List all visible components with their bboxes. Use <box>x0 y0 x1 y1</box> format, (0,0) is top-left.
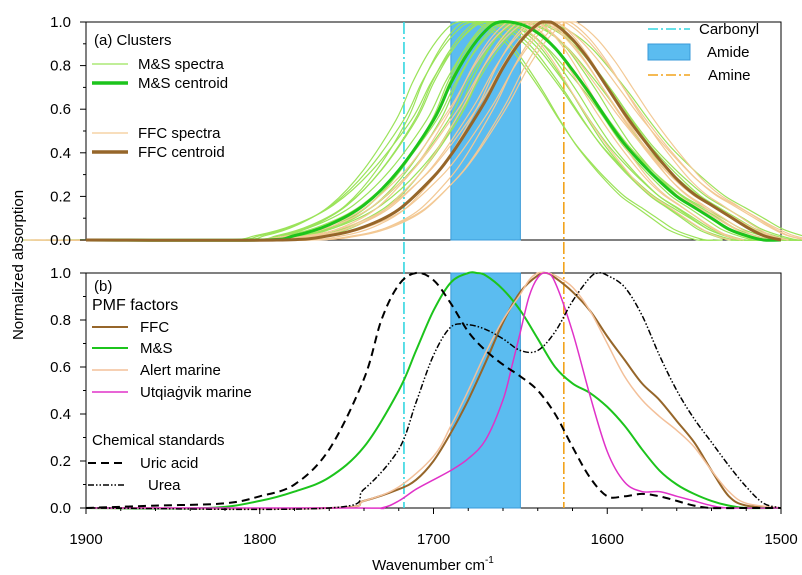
x-tick-label: 1600 <box>591 531 624 548</box>
panel-a-legend: M&S spectra M&S centroid FFC spectra FFC… <box>92 56 228 161</box>
panel-b-legend: PMF factors FFC M&S Alert marine Utqiaġv… <box>88 297 252 494</box>
legend-title-pmf-factors: PMF factors <box>92 297 178 314</box>
x-tick-label: 1700 <box>417 531 450 548</box>
m-s-series-line-panel-b <box>85 271 782 510</box>
ms-spectrum-line <box>68 21 764 241</box>
legend-label-amide: Amide <box>707 44 750 61</box>
panel-b-label: (b) <box>94 278 112 295</box>
panel-a-series <box>85 20 782 242</box>
legend-label-amine: Amine <box>708 67 751 84</box>
y-tick-label: 0.4 <box>50 406 71 423</box>
reference-markers <box>403 21 565 509</box>
y-tick-label: 0.6 <box>50 359 71 376</box>
ms-spectrum-line <box>45 21 762 241</box>
ffc-centroid-series-line-panel-a <box>85 20 782 242</box>
y-tick-label: 0.0 <box>50 232 71 249</box>
x-tick-label: 1900 <box>69 531 102 548</box>
uric-acid-series-line-panel-b <box>85 271 781 510</box>
legend-label-ffc-centroid: FFC centroid <box>138 144 225 161</box>
y-tick-label: 1.0 <box>50 265 71 282</box>
legend-label-alert-marine: Alert marine <box>140 362 221 379</box>
legend-label-ms-centroid: M&S centroid <box>138 75 228 92</box>
ffc-spectrum-line <box>110 21 802 241</box>
ffc-spectrum-line <box>90 21 745 241</box>
y-tick-label: 0.2 <box>50 453 71 470</box>
utqia-vik-marine-series-line-panel-b <box>86 272 782 510</box>
y-tick-label: 0.8 <box>50 312 71 329</box>
x-axis-title-text: Wavenumber cm <box>372 557 485 574</box>
ms-spectrum-line <box>69 21 723 241</box>
m-s-centroid-series-line-panel-a <box>85 20 782 242</box>
ffc-spectrum-line <box>34 21 802 241</box>
y-tick-label: 0.8 <box>50 58 71 75</box>
x-axis-title: Wavenumber cm-1 <box>372 555 494 574</box>
legend-title-chemical-standards: Chemical standards <box>92 432 225 449</box>
y-axis-title: Normalized absorption <box>10 190 27 340</box>
legend-label-ffc-spectra: FFC spectra <box>138 125 221 142</box>
ffc-spectrum-line <box>31 21 768 241</box>
legend-label-ffc: FFC <box>140 319 169 336</box>
panel-a-label: (a) Clusters <box>94 32 172 49</box>
legend-label-ms: M&S <box>140 340 173 357</box>
y-tick-label: 0.6 <box>50 101 71 118</box>
y-tick-label: 0.4 <box>50 145 71 162</box>
legend-label-ms-spectra: M&S spectra <box>138 56 225 73</box>
legend-label-carbonyl: Carbonyl <box>699 21 759 38</box>
axes: 1900 1800 1700 1600 1500 0.0 0.2 0.4 0.6 0.8 1.0 0.… <box>50 14 798 548</box>
x-axis-title-superscript: -1 <box>485 555 494 566</box>
y-tick-label: 0.2 <box>50 188 71 205</box>
x-tick-label: 1500 <box>764 531 797 548</box>
ffc-spectrum-line <box>127 21 789 241</box>
legend-label-utqiagvik-marine: Utqiaġvik marine <box>140 384 252 401</box>
legend-label-urea: Urea <box>148 477 181 494</box>
x-tick-label: 1800 <box>243 531 276 548</box>
y-tick-label: 0.0 <box>50 500 71 517</box>
legend-swatch-amide <box>647 43 691 61</box>
legend-label-uric-acid: Uric acid <box>140 455 198 472</box>
panel-b-series <box>85 271 782 511</box>
y-tick-label: 1.0 <box>50 14 71 31</box>
marker-legend: Carbonyl Amide Amine <box>647 21 759 84</box>
